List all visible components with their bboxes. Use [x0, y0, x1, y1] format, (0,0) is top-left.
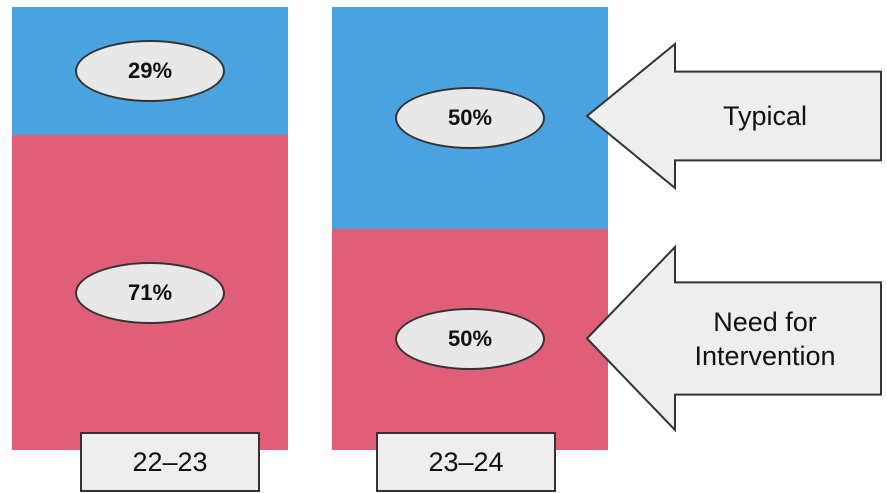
- bar-23–24: 50% 50%: [332, 7, 608, 450]
- bar-22–23: 29% 71%: [12, 7, 288, 450]
- legend-label: Typical: [722, 101, 808, 131]
- data-label: 71%: [75, 261, 225, 324]
- data-label: 29%: [75, 40, 225, 103]
- data-label: 50%: [395, 86, 545, 149]
- category-label: 23–24: [376, 432, 556, 492]
- legend-arrow: [585, 245, 882, 432]
- legend-label: Need for Intervention: [694, 306, 836, 371]
- category-label: 22–23: [80, 432, 260, 492]
- legend-arrow: [585, 42, 882, 190]
- data-label: 50%: [395, 308, 545, 371]
